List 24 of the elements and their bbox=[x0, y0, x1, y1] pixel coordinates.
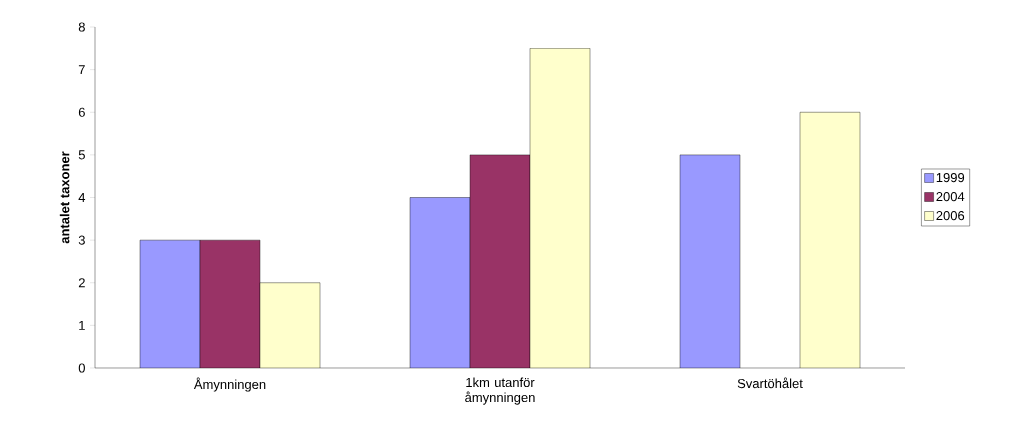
bar bbox=[530, 48, 590, 368]
y-tick-label: 0 bbox=[78, 363, 85, 373]
y-tick-label: 8 bbox=[78, 22, 85, 32]
y-tick-label: 2 bbox=[78, 278, 85, 288]
legend-label: 2004 bbox=[936, 191, 965, 202]
y-tick-label: 4 bbox=[78, 193, 86, 202]
x-tick-label: Svartöhålet bbox=[737, 377, 803, 389]
bar bbox=[260, 282, 320, 368]
y-tick-label: 7 bbox=[78, 65, 85, 75]
bar bbox=[410, 197, 470, 368]
y-tick-label: 5 bbox=[78, 150, 85, 160]
bar bbox=[469, 154, 531, 368]
bar bbox=[140, 240, 200, 368]
bar bbox=[799, 112, 861, 368]
legend-label: 1999 bbox=[936, 172, 965, 183]
bar bbox=[679, 154, 741, 368]
y-tick-label: 3 bbox=[78, 235, 85, 245]
y-axis-title: antalet taxoner bbox=[59, 151, 70, 244]
bar bbox=[200, 240, 260, 368]
y-tick-label: 6 bbox=[78, 107, 85, 117]
x-tick-label: Åmynningen bbox=[193, 377, 266, 392]
y-tick-label: 1 bbox=[79, 320, 85, 330]
legend-label: 2006 bbox=[936, 211, 965, 221]
x-tick-label: 1km utanför åmynningen bbox=[465, 377, 535, 405]
